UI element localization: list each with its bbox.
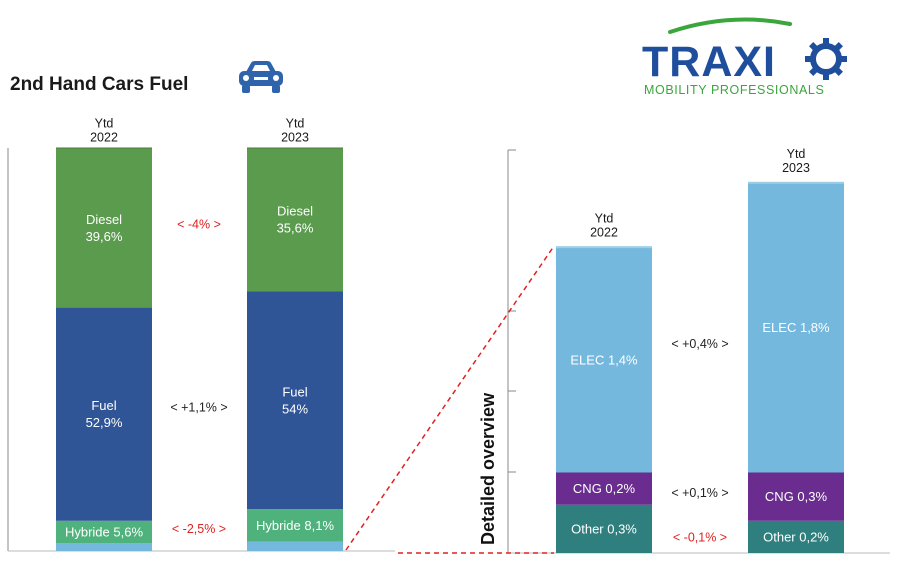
data-label-hybride: Hybride 5,6% [65, 525, 143, 540]
difference-label: < -4% > [177, 217, 221, 231]
chart-title: 2nd Hand Cars Fuel [10, 74, 189, 95]
difference-label: < +0,1% > [671, 486, 728, 500]
bar-cng-0 [556, 472, 652, 505]
data-label-elec: ELEC 1,4% [570, 352, 638, 367]
data-label-diesel: Diesel 39,6% [86, 212, 123, 244]
difference-label: < +1,1% > [170, 401, 227, 415]
difference-label: < -2,5% > [172, 522, 226, 536]
right-chart-bars [556, 181, 844, 553]
bar-other-1 [748, 520, 844, 553]
data-label-elec: ELEC 1,8% [762, 320, 830, 335]
zoom-connector-top [345, 245, 555, 551]
bar-elec-0 [556, 247, 652, 473]
bar-diesel-0 [56, 148, 152, 308]
data-label-cng: CNG 0,2% [573, 481, 636, 496]
svg-text:TRAXI: TRAXI [642, 38, 776, 86]
detailed-overview-label: Detailed overview [478, 392, 498, 545]
data-label-fuel: Fuel 54% [282, 384, 308, 416]
bar-hybride-1 [247, 509, 343, 542]
bar-diesel-1 [247, 148, 343, 292]
bar-header: Ytd 2023 [281, 117, 309, 145]
bar-header: Ytd 2023 [782, 147, 810, 175]
data-label-other: Other 0,3% [571, 521, 637, 536]
traxio-logo: TRAXI MOBILITY PROFESSIONALS [642, 17, 847, 97]
data-label-other: Other 0,2% [763, 529, 829, 544]
difference-label: < -0,1% > [673, 531, 727, 545]
bar-rest-1 [247, 541, 343, 551]
bar-hybride-0 [56, 520, 152, 544]
data-label-fuel: Fuel 52,9% [86, 398, 123, 430]
bar-rest-0 [56, 543, 152, 551]
bar-other-0 [556, 504, 652, 553]
car-icon [239, 61, 283, 93]
chart-labels: Ytd 2022 Ytd 2023 Hybride 5,6% Hybride 8,1% Fu… [65, 117, 830, 545]
bar-elec-1 [748, 182, 844, 473]
bar-header: Ytd 2022 [590, 212, 618, 240]
bar-cng-1 [748, 472, 844, 521]
difference-label: < +0,4% > [671, 337, 728, 351]
left-chart-bars [56, 147, 343, 551]
data-label-hybride: Hybride 8,1% [256, 518, 334, 533]
bar-fuel-0 [56, 307, 152, 521]
svg-text:MOBILITY PROFESSIONALS: MOBILITY PROFESSIONALS [644, 83, 824, 97]
data-label-diesel: Diesel 35,6% [277, 204, 314, 236]
data-label-cng: CNG 0,3% [765, 489, 828, 504]
bar-fuel-1 [247, 291, 343, 510]
bar-header: Ytd 2022 [90, 117, 118, 145]
